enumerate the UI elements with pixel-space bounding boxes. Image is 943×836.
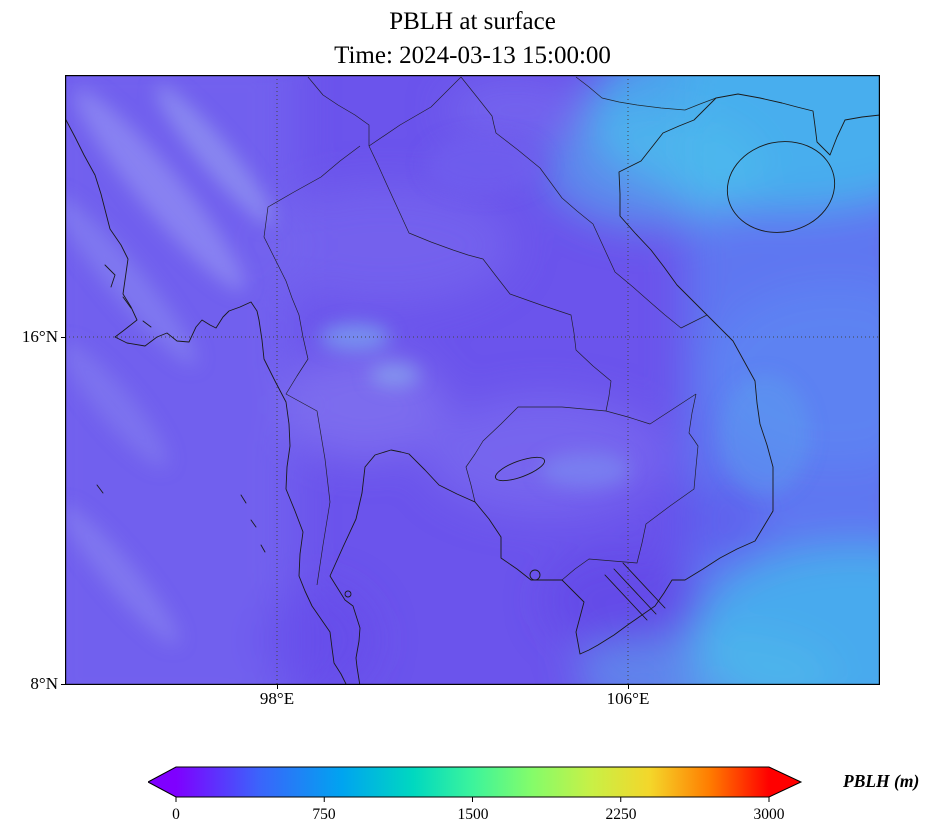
- gridlines: [65, 75, 880, 685]
- mekong-delta-rivers: [604, 562, 666, 621]
- country-borders: [263, 76, 717, 586]
- colorbar-tick-1500: 1500: [457, 806, 489, 823]
- colorbar-tick-0: 0: [172, 806, 180, 823]
- y-tickmark-8n: [61, 684, 65, 685]
- axes-frame: [65, 75, 880, 685]
- colorbar: 0 750 1500 2250 3000: [148, 766, 808, 832]
- y-tick-label-16n: 16°N: [21, 327, 58, 346]
- coastlines: [65, 93, 880, 685]
- pblh-color-field: [65, 75, 880, 685]
- x-tickmark-98e: [277, 685, 278, 689]
- tonle-sap-lake: [494, 456, 546, 482]
- y-tickmark-16n: [61, 337, 65, 338]
- pblh-field-map: [65, 75, 880, 685]
- x-tick-label-98e: 98°E: [259, 689, 295, 708]
- hainan-island: [726, 141, 836, 233]
- colorbar-tick-750: 750: [312, 806, 336, 823]
- plot-title: PBLH at surface Time: 2024-03-13 15:00:0…: [65, 5, 880, 73]
- colorbar-tickmarks: [175, 797, 770, 802]
- y-tick-label-8n: 8°N: [30, 674, 58, 693]
- x-tick-label-106e: 106°E: [606, 689, 650, 708]
- title-line1: PBLH at surface: [389, 8, 556, 35]
- colorbar-tick-3000: 3000: [753, 806, 785, 823]
- colorbar-tick-2250: 2250: [605, 806, 637, 823]
- colorbar-gradient: [148, 766, 803, 802]
- map-canvas: [65, 75, 880, 685]
- colorbar-label: PBLH (m): [843, 771, 920, 791]
- x-tickmark-106e: [628, 685, 629, 689]
- title-line2: Time: 2024-03-13 15:00:00: [334, 42, 611, 69]
